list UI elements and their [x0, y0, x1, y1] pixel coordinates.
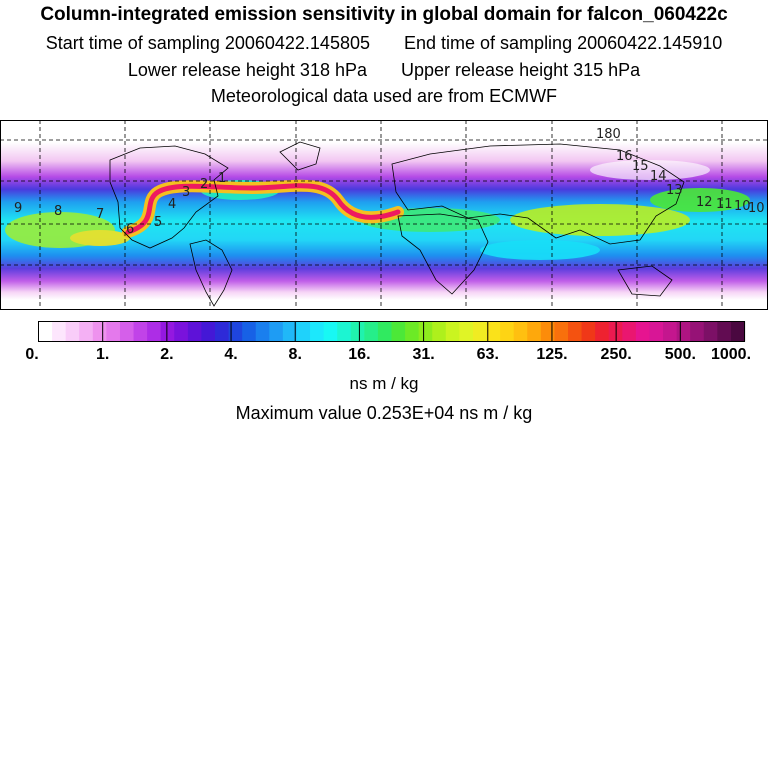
colorbar-label: 31. — [412, 346, 435, 363]
map-number: 8 — [54, 204, 62, 219]
map-number: 13 — [666, 183, 683, 198]
map-number: 180 — [596, 127, 621, 142]
colorbar-label: 125. — [536, 346, 568, 363]
graticule — [0, 120, 768, 310]
colorbar-label: 1. — [96, 346, 110, 363]
colorbar-swatch — [377, 321, 393, 342]
coastlines — [109, 141, 685, 307]
flight-track — [125, 183, 401, 235]
colorbar-swatch — [296, 321, 311, 342]
colorbar-label: 500. — [664, 346, 696, 363]
colorbar-frame — [38, 321, 745, 342]
map-number: 4 — [168, 197, 176, 212]
colorbar-label: 1000. — [710, 346, 752, 363]
colorbar-swatch — [527, 321, 542, 342]
colorbar-label: 0. — [25, 346, 39, 363]
colorbar-swatch — [282, 321, 298, 342]
sampling-times: Start time of sampling 20060422.145805 En… — [0, 33, 768, 54]
colorbar-swatch — [703, 321, 718, 342]
colorbar-swatch — [79, 321, 94, 342]
colorbar-swatch — [187, 321, 203, 342]
colorbar-swatch — [391, 321, 406, 342]
colorbar-swatch — [255, 321, 270, 342]
colorbar-swatch — [445, 321, 460, 342]
colorbar-swatch — [215, 321, 230, 342]
colorbar-swatch — [337, 321, 352, 342]
colorbar-swatch — [323, 321, 338, 342]
map-number: 2 — [200, 177, 208, 192]
map-number: 3 — [182, 185, 190, 200]
colorbar-swatch — [649, 321, 664, 342]
map-number: 11 — [716, 197, 733, 212]
colorbar-swatch — [418, 321, 433, 342]
met-data-label: Meteorological data used are from ECMWF — [210, 86, 558, 106]
colorbar-swatch — [174, 321, 189, 342]
map-title: Column-integrated emission sensitivity i… — [40, 4, 728, 25]
colorbar-swatch — [432, 321, 447, 342]
map-number: 15 — [632, 159, 649, 174]
colorbar-swatch — [540, 321, 556, 342]
colorbar-swatch — [486, 321, 501, 342]
colorbar-label: 63. — [476, 346, 499, 363]
colorbar-swatch — [581, 321, 596, 342]
colorbar-swatch — [472, 321, 488, 342]
colorbar-swatch — [676, 321, 691, 342]
colorbar-swatch — [622, 321, 637, 342]
colorbar-swatch — [730, 321, 746, 342]
map-number: 5 — [154, 215, 162, 230]
max-value-label: Maximum value 0.253E+04 ns m / kg — [235, 403, 533, 423]
map-number: 9 — [14, 201, 22, 216]
map-number: 10 — [734, 199, 751, 214]
colorbar-swatch — [269, 321, 284, 342]
map-number: 16 — [616, 149, 633, 164]
colorbar-swatch — [133, 321, 148, 342]
map-number: 12 — [696, 195, 713, 210]
colorbar-swatch — [635, 321, 651, 342]
lower-height-label: Lower release height 318 hPa — [127, 60, 367, 80]
colorbar-label: 250. — [600, 346, 632, 363]
colorbar-swatch — [201, 321, 216, 342]
sensitivity-map: 9 8 7 6 5 4 3 2 1 10 180 16 15 14 13 12 … — [0, 120, 768, 310]
colorbar-swatch — [690, 321, 705, 342]
colorbar-swatch — [500, 321, 515, 342]
colorbar-swatch — [38, 321, 53, 342]
colorbar-swatch — [106, 321, 121, 342]
colorbar-swatch — [513, 321, 528, 342]
map-number: 14 — [650, 169, 667, 184]
colorbar-swatch — [717, 321, 732, 342]
colorbar-swatch — [92, 321, 107, 342]
colorbar — [38, 321, 746, 342]
colorbar-swatch — [52, 321, 67, 342]
colorbar-swatch — [242, 321, 257, 342]
colorbar-swatch — [595, 321, 610, 342]
colorbar-swatch — [350, 321, 365, 342]
colorbar-swatch — [405, 321, 420, 342]
colorbar-swatch — [119, 321, 135, 342]
colorbar-swatch — [228, 321, 243, 342]
colorbar-swatch — [65, 321, 80, 342]
colorbar-label: 2. — [160, 346, 174, 363]
upper-height-label: Upper release height 315 hPa — [401, 60, 641, 80]
release-heights: Lower release height 318 hPa Upper releas… — [0, 60, 768, 81]
colorbar-swatch — [147, 321, 162, 342]
colorbar-swatch — [663, 321, 678, 342]
colorbar-label: 8. — [288, 346, 302, 363]
colorbar-swatch — [554, 321, 569, 342]
colorbar-label: 16. — [348, 346, 371, 363]
start-time-label: Start time of sampling 20060422.145805 — [45, 33, 370, 53]
colorbar-swatch — [310, 321, 325, 342]
map-number: 1 — [218, 171, 226, 186]
colorbar-swatch — [459, 321, 474, 342]
colorbar-swatch — [568, 321, 583, 342]
end-time-label: End time of sampling 20060422.145910 — [404, 33, 723, 53]
map-number: 6 — [126, 222, 134, 237]
map-number: 7 — [96, 207, 104, 222]
unit-label: ns m / kg — [349, 374, 419, 393]
colorbar-swatch — [364, 321, 379, 342]
sensitivity-blobs — [5, 160, 750, 260]
colorbar-label: 4. — [224, 346, 238, 363]
map-number: 10 — [748, 201, 765, 216]
position-labels: 9 8 7 6 5 4 3 2 1 10 180 16 15 14 13 12 … — [14, 127, 765, 237]
colorbar-swatch — [160, 321, 175, 342]
